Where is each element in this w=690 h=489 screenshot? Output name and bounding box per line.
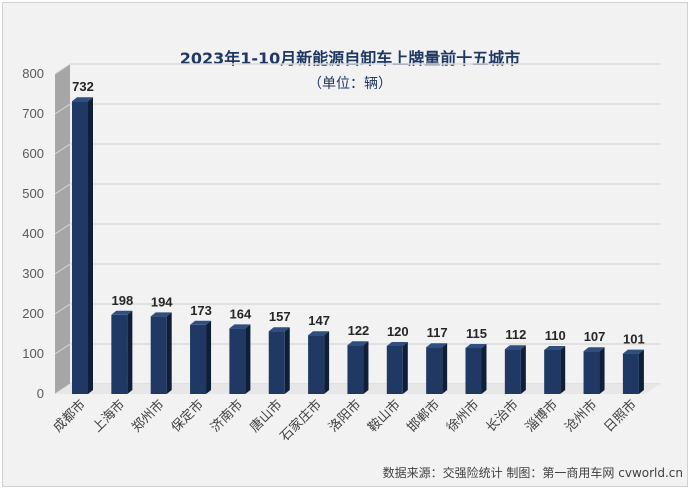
bar-top xyxy=(386,342,408,346)
x-tick-label: 邯郸市 xyxy=(404,397,443,436)
bar-side xyxy=(88,97,93,394)
bar-top xyxy=(504,345,526,350)
bar xyxy=(190,324,207,394)
bar-side xyxy=(166,312,172,394)
bar-side xyxy=(284,327,290,394)
chart-title: 2023年1-10月新能源自卸车上牌量前十五城市 xyxy=(180,49,521,68)
chart-subtitle: （单位：辆） xyxy=(308,76,392,92)
bar xyxy=(72,101,88,394)
gridline-diagonal xyxy=(54,183,71,195)
bar-side xyxy=(245,324,251,394)
bar-side xyxy=(363,341,369,394)
bar-side xyxy=(599,347,605,394)
bar xyxy=(544,350,561,394)
bar-top xyxy=(622,349,644,354)
bar-top xyxy=(190,320,212,325)
data-label: 164 xyxy=(230,306,252,321)
bar-side xyxy=(442,343,448,394)
x-tick-label: 保定市 xyxy=(168,397,207,436)
x-tick-label: 上海市 xyxy=(89,397,128,436)
data-label: 157 xyxy=(269,309,291,324)
data-label: 115 xyxy=(466,326,487,341)
data-label: 112 xyxy=(505,327,526,342)
x-tick-label: 淄博市 xyxy=(522,397,561,436)
bar-top xyxy=(544,346,566,350)
bar-top xyxy=(308,331,330,336)
y-tick-label: 200 xyxy=(22,306,44,321)
bar-side xyxy=(520,345,526,394)
data-label: 147 xyxy=(308,313,330,328)
bar-top xyxy=(583,347,605,352)
bar-side xyxy=(481,344,487,394)
y-tick-label: 700 xyxy=(22,106,44,121)
bar xyxy=(229,328,246,394)
bar xyxy=(465,348,482,394)
bar-side xyxy=(560,346,566,394)
x-tick-label: 日照市 xyxy=(601,397,640,436)
data-label: 117 xyxy=(427,325,448,340)
bar xyxy=(111,314,128,394)
gridline-diagonal xyxy=(54,63,71,75)
x-tick-label: 成都市 xyxy=(50,397,89,436)
bar xyxy=(308,335,325,394)
data-label: 120 xyxy=(387,324,409,339)
gridline-diagonal xyxy=(54,103,71,115)
data-label: 122 xyxy=(348,323,370,338)
bar-side xyxy=(324,331,330,394)
y-tick-label: 400 xyxy=(22,226,44,241)
bar-top xyxy=(426,343,448,348)
y-tick-label: 300 xyxy=(22,266,44,281)
bar xyxy=(268,331,285,394)
bar-side xyxy=(638,349,644,394)
x-tick-label: 沧州市 xyxy=(561,397,600,436)
y-tick-label: 500 xyxy=(22,186,44,201)
y-tick-label: 0 xyxy=(37,386,44,401)
bar-top xyxy=(268,327,290,332)
x-tick-label: 长治市 xyxy=(483,397,522,436)
x-tick-label: 济南市 xyxy=(207,397,246,436)
bar-top xyxy=(465,344,487,348)
gridline-diagonal xyxy=(54,303,71,315)
data-label: 173 xyxy=(190,303,212,318)
bar xyxy=(583,351,600,394)
x-tick-label: 郑州市 xyxy=(129,397,168,436)
data-label: 732 xyxy=(72,79,94,94)
bar xyxy=(347,345,364,394)
data-label: 198 xyxy=(111,293,133,308)
data-label: 101 xyxy=(623,332,645,347)
bar xyxy=(622,353,639,394)
bar xyxy=(386,346,403,394)
bar-top xyxy=(111,310,133,315)
y-tick-label: 600 xyxy=(22,146,44,161)
bar-top xyxy=(229,324,251,329)
source-note: 数据来源：交强险统计 制图：第一商用车网 cvworld.cn xyxy=(383,465,683,480)
gridline-diagonal xyxy=(54,223,71,235)
x-tick-label: 石家庄市 xyxy=(277,397,325,445)
bar xyxy=(504,349,521,394)
y-tick-label: 800 xyxy=(22,66,44,81)
x-tick-label: 徐州市 xyxy=(443,397,482,436)
gridline-diagonal xyxy=(54,143,71,155)
x-tick-label: 洛阳市 xyxy=(325,397,364,436)
data-label: 110 xyxy=(545,328,566,343)
gridline-diagonal xyxy=(54,343,71,355)
bar-side xyxy=(402,342,408,394)
x-tick-label: 鞍山市 xyxy=(365,397,404,436)
bar-top xyxy=(72,97,93,102)
data-label: 107 xyxy=(584,329,606,344)
data-label: 194 xyxy=(151,294,173,309)
y-tick-label: 100 xyxy=(22,346,44,361)
bar xyxy=(150,316,167,394)
bar xyxy=(426,347,443,394)
x-tick-label: 唐山市 xyxy=(247,397,286,436)
bar-top xyxy=(347,341,369,346)
bar-side xyxy=(206,320,212,394)
gridline-diagonal xyxy=(54,263,71,275)
bar-side xyxy=(127,310,133,394)
bar-top xyxy=(150,312,172,317)
